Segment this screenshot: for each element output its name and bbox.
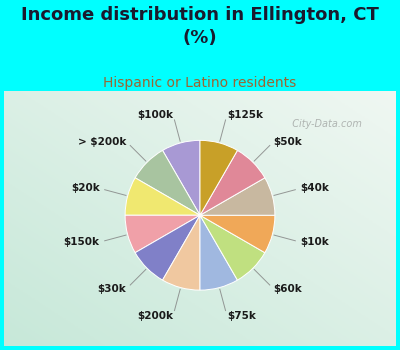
- Text: $60k: $60k: [274, 284, 302, 294]
- Text: $75k: $75k: [227, 311, 256, 321]
- Text: $30k: $30k: [98, 284, 126, 294]
- Wedge shape: [135, 150, 200, 215]
- Text: $20k: $20k: [71, 183, 100, 193]
- Wedge shape: [200, 178, 275, 215]
- Text: Hispanic or Latino residents: Hispanic or Latino residents: [103, 76, 297, 90]
- Text: $40k: $40k: [300, 183, 329, 193]
- Text: $100k: $100k: [137, 110, 173, 120]
- Wedge shape: [200, 215, 275, 253]
- Wedge shape: [125, 178, 200, 215]
- Wedge shape: [200, 140, 238, 215]
- Wedge shape: [200, 215, 238, 290]
- Text: $125k: $125k: [227, 110, 263, 120]
- Text: Income distribution in Ellington, CT
(%): Income distribution in Ellington, CT (%): [21, 6, 379, 47]
- Wedge shape: [162, 215, 200, 290]
- Text: City-Data.com: City-Data.com: [286, 119, 362, 129]
- Wedge shape: [162, 140, 200, 215]
- Wedge shape: [135, 215, 200, 280]
- Wedge shape: [125, 215, 200, 253]
- Text: $150k: $150k: [64, 237, 100, 247]
- Text: $200k: $200k: [137, 311, 173, 321]
- Text: > $200k: > $200k: [78, 137, 126, 147]
- Text: $10k: $10k: [300, 237, 329, 247]
- Text: $50k: $50k: [274, 137, 302, 147]
- Wedge shape: [200, 150, 265, 215]
- Wedge shape: [200, 215, 265, 280]
